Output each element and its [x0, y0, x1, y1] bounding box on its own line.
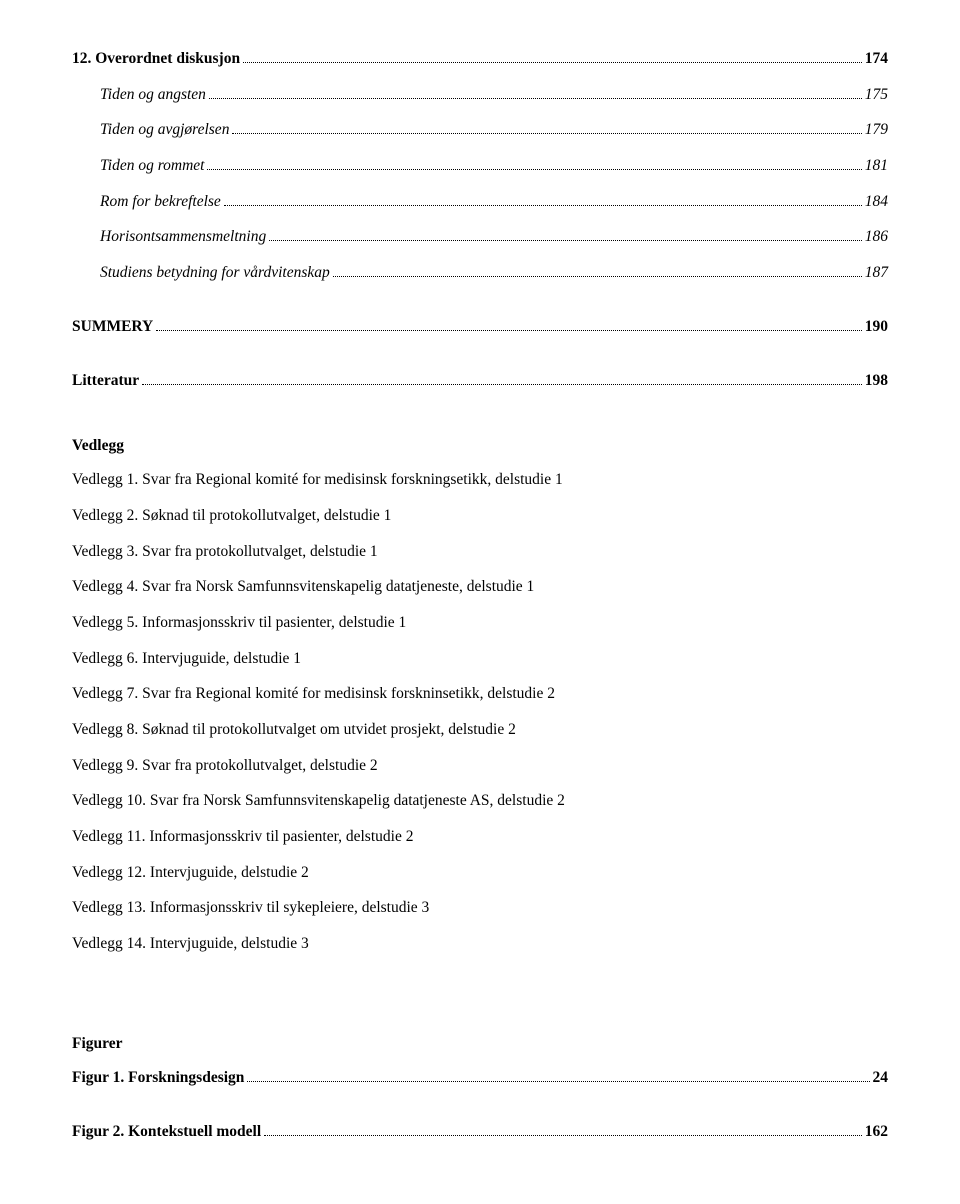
figurer-section: Figur 1. Forskningsdesign 24 Figur 2. Kont… [72, 1067, 888, 1142]
toc-leader [209, 98, 862, 99]
toc-leader [232, 133, 861, 134]
vedlegg-item: Vedlegg 7. Svar fra Regional komité for … [72, 683, 888, 705]
vedlegg-item: Vedlegg 14. Intervjuguide, delstudie 3 [72, 933, 888, 955]
toc-entry: Litteratur 198 [72, 370, 888, 392]
toc-entry-text: Tiden og rommet [100, 155, 204, 177]
figur-entry-text: Figur 2. Kontekstuell modell [72, 1121, 261, 1143]
toc-leader [269, 240, 862, 241]
vedlegg-heading: Vedlegg [72, 437, 888, 455]
toc-entry-text: Studiens betydning for vårdvitenskap [100, 262, 330, 284]
toc-leader [333, 276, 862, 277]
toc-entry-text: Litteratur [72, 370, 139, 392]
toc-entry: Horisontsammensmeltning 186 [72, 226, 888, 248]
figur-entry-text: Figur 1. Forskningsdesign [72, 1067, 244, 1089]
toc-entry-text: SUMMERY [72, 316, 153, 338]
toc-entry-page: 181 [865, 155, 888, 177]
toc-entry: Studiens betydning for vårdvitenskap 187 [72, 262, 888, 284]
figur-entry: Figur 1. Forskningsdesign 24 [72, 1067, 888, 1089]
toc-entry-page: 190 [865, 316, 888, 338]
figur-entry-page: 24 [873, 1067, 889, 1089]
toc-entry-text: Horisontsammensmeltning [100, 226, 266, 248]
toc-entry: Tiden og avgjørelsen 179 [72, 119, 888, 141]
toc-entry: 12. Overordnet diskusjon 174 [72, 48, 888, 70]
toc-entry-page: 184 [865, 191, 888, 213]
vedlegg-list: Vedlegg 1. Svar fra Regional komité for … [72, 469, 888, 955]
vedlegg-item: Vedlegg 11. Informasjonsskriv til pasien… [72, 826, 888, 848]
toc-entry-text: Tiden og avgjørelsen [100, 119, 229, 141]
toc-leader [264, 1135, 862, 1136]
toc-entry-text: 12. Overordnet diskusjon [72, 48, 240, 70]
toc-entry: Tiden og angsten 175 [72, 84, 888, 106]
vedlegg-item: Vedlegg 12. Intervjuguide, delstudie 2 [72, 862, 888, 884]
toc-leader [156, 330, 861, 331]
toc-entry-page: 175 [865, 84, 888, 106]
toc-entry-text: Rom for bekreftelse [100, 191, 221, 213]
vedlegg-item: Vedlegg 5. Informasjonsskriv til pasient… [72, 612, 888, 634]
figur-entry: Figur 2. Kontekstuell modell 162 [72, 1121, 888, 1143]
toc-leader [243, 62, 862, 63]
vedlegg-item: Vedlegg 4. Svar fra Norsk Samfunnsvitens… [72, 576, 888, 598]
toc-leader [142, 384, 862, 385]
vedlegg-item: Vedlegg 1. Svar fra Regional komité for … [72, 469, 888, 491]
toc-entry: Rom for bekreftelse 184 [72, 191, 888, 213]
toc-section: 12. Overordnet diskusjon 174 Tiden og angs… [72, 48, 888, 391]
vedlegg-item: Vedlegg 2. Søknad til protokollutvalget,… [72, 505, 888, 527]
toc-entry: Tiden og rommet 181 [72, 155, 888, 177]
toc-leader [247, 1081, 869, 1082]
toc-entry-page: 187 [865, 262, 888, 284]
toc-entry: SUMMERY 190 [72, 316, 888, 338]
vedlegg-item: Vedlegg 6. Intervjuguide, delstudie 1 [72, 648, 888, 670]
vedlegg-item: Vedlegg 8. Søknad til protokollutvalget … [72, 719, 888, 741]
figur-entry-page: 162 [865, 1121, 888, 1143]
toc-entry-page: 174 [865, 48, 888, 70]
toc-leader [224, 205, 862, 206]
toc-entry-page: 198 [865, 370, 888, 392]
vedlegg-item: Vedlegg 10. Svar fra Norsk Samfunnsviten… [72, 790, 888, 812]
toc-leader [207, 169, 861, 170]
toc-entry-page: 186 [865, 226, 888, 248]
vedlegg-item: Vedlegg 9. Svar fra protokollutvalget, d… [72, 755, 888, 777]
toc-entry-page: 179 [865, 119, 888, 141]
vedlegg-item: Vedlegg 13. Informasjonsskriv til sykepl… [72, 897, 888, 919]
toc-entry-text: Tiden og angsten [100, 84, 206, 106]
figurer-heading: Figurer [72, 1035, 888, 1053]
vedlegg-item: Vedlegg 3. Svar fra protokollutvalget, d… [72, 541, 888, 563]
